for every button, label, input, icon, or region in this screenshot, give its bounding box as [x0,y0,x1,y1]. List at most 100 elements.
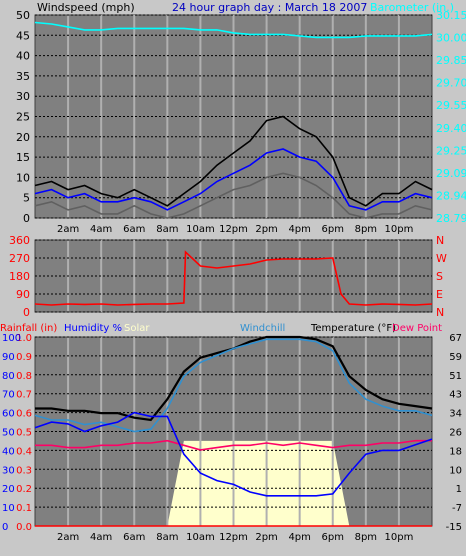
panel1-x-tick-label: 8am [156,224,178,235]
panel1-x-tick-label: 2am [57,224,79,235]
series-barometer [34,21,433,39]
humidity-tick-label: 40 [2,446,15,457]
panel1-x-tick-label: 2pm [255,224,277,235]
temperature-tick-label: 10 [449,465,462,476]
rainfall-tick-label: 0.9 [16,352,32,363]
panel3-x-tick-label: 12pm [219,532,248,543]
direction-tick-label: 270 [9,252,30,265]
direction-tick-label: 180 [9,270,30,283]
legend-entry: Humidity % [64,323,122,334]
panel3-temp-ticks: -15 -7 1 10 18 26 34 43 51 59 67 [446,333,462,533]
windspeed-tick-label: 0 [23,212,30,225]
panel1-right-ticks: 28.79 28.94 29.09 29.25 29.40 29.55 29.70 29.85… [436,9,466,225]
rainfall-tick-label: 0.2 [16,484,32,495]
temperature-tick-label: 51 [449,371,462,382]
series-wind-direction [34,250,433,306]
panel1-x-tick-label: 6pm [322,224,344,235]
temperature-tick-label: 67 [449,333,462,344]
barometer-tick-label: 30.15 [436,9,466,22]
windspeed-tick-label: 20 [16,131,30,144]
panel3-x-tick-label: 10am [186,532,215,543]
rainfall-tick-label: 0.6 [16,409,32,420]
temperature-tick-label: 26 [449,428,462,439]
panel3-legend: Rainfall (in) Humidity % Solar Windchill Tem… [0,323,442,334]
rainfall-tick-label: 0.0 [16,522,32,533]
humidity-tick-label: 50 [2,428,15,439]
panel1-series [34,21,433,219]
panel3-x-tick-label: 4am [90,532,112,543]
panel1-x-ticks: 2am 4am 6am 8am 10am 12pm 2pm 4pm 6pm 8pm 10pm [57,224,413,235]
panel1-x-tick-label: 12pm [219,224,248,235]
humidity-tick-label: 100 [2,333,21,344]
panel3-rain-ticks: 0.0 0.1 0.2 0.3 0.4 0.5 0.6 0.7 0.8 0.9 1.0 [16,333,32,533]
panel2-left-ticks: 0 90 180 270 360 [9,234,30,319]
humidity-tick-label: 30 [2,465,15,476]
rainfall-tick-label: 0.5 [16,428,32,439]
compass-tick-label: N [436,306,444,319]
series-wind-average [34,148,433,211]
rainfall-tick-label: 0.7 [16,390,32,401]
humidity-tick-label: 80 [2,371,15,382]
temperature-tick-label: 59 [449,352,462,363]
rainfall-tick-label: 1.0 [16,333,32,344]
panel1-x-tick-label: 10pm [385,224,414,235]
windspeed-tick-label: 45 [16,29,30,42]
temperature-tick-label: 1 [456,484,462,495]
legend-entry: Rainfall (in) [0,323,57,334]
panel1-left-ticks: 0 5 10 15 20 25 30 35 40 45 50 [16,9,30,225]
temperature-tick-label: 34 [449,409,462,420]
humidity-tick-label: 70 [2,390,15,401]
humidity-tick-label: 20 [2,484,15,495]
legend-entry: Solar [124,323,150,334]
direction-tick-label: 360 [9,234,30,247]
series-dew-point [35,439,432,451]
rainfall-tick-label: 0.1 [16,503,32,514]
panel1-x-tick-label: 6am [123,224,145,235]
compass-tick-label: W [436,252,447,265]
rainfall-tick-label: 0.3 [16,465,32,476]
humidity-tick-label: 60 [2,409,15,420]
barometer-axis-title: Barometer (in.) [370,1,454,14]
chart-title: 24 hour graph day : March 18 2007 [172,1,367,14]
panel3-x-tick-label: 6pm [322,532,344,543]
panel1-x-tick-label: 8pm [355,224,377,235]
panel2-series [34,250,433,306]
panel3-x-tick-label: 2am [57,532,79,543]
panel3-series [34,335,433,527]
windspeed-tick-label: 50 [16,9,30,22]
barometer-tick-label: 29.55 [436,99,466,112]
series-windchill [34,338,433,433]
windspeed-tick-label: 15 [16,151,30,164]
humidity-tick-label: 10 [2,503,15,514]
panel1-grid [35,14,432,219]
panel1-x-tick-label: 4pm [288,224,310,235]
barometer-tick-label: 28.79 [436,212,466,225]
barometer-tick-label: 29.09 [436,167,466,180]
windspeed-tick-label: 30 [16,90,30,103]
temperature-tick-label: -15 [446,522,462,533]
windspeed-tick-label: 25 [16,111,30,124]
humidity-tick-label: 0 [2,522,8,533]
series-wind-lulls [34,172,433,219]
barometer-tick-label: 29.85 [436,54,466,67]
barometer-tick-label: 29.70 [436,77,466,90]
compass-tick-label: S [436,270,443,283]
panel1-x-tick-label: 4am [90,224,112,235]
panel3-x-ticks: 2am 4am 6am 8am 10am 12pm 2pm 4pm 6pm 8pm 10pm [57,532,413,543]
legend-entry: Windchill [240,323,285,334]
temperature-tick-label: 18 [449,446,462,457]
windspeed-tick-label: 40 [16,50,30,63]
panel3-x-tick-label: 2pm [255,532,277,543]
rainfall-tick-label: 0.4 [16,446,32,457]
compass-tick-label: N [436,234,444,247]
direction-tick-label: 90 [16,288,30,301]
windspeed-tick-label: 35 [16,70,30,83]
temperature-tick-label: -7 [452,503,462,514]
series-humidity [34,411,433,497]
compass-tick-label: E [436,288,443,301]
barometer-tick-label: 30.00 [436,32,466,45]
windspeed-axis-title: Windspeed (mph) [37,1,135,14]
series-wind-gust [34,115,433,207]
